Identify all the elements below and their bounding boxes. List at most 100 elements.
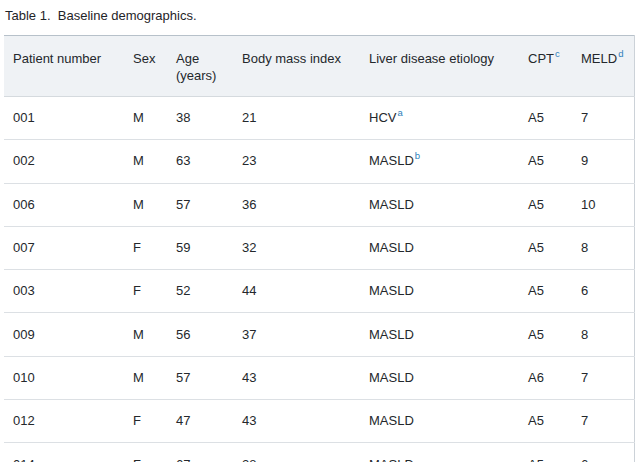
- column-header-label: Body mass index: [242, 51, 341, 66]
- cell-patient-number: 010: [4, 356, 124, 399]
- cell-value: M: [133, 370, 144, 385]
- cell-meld: 8: [572, 226, 634, 269]
- cell-age: 56: [167, 313, 233, 356]
- cell-value: 003: [13, 283, 35, 298]
- column-header-bmi: Body mass index: [233, 36, 360, 97]
- cell-sex: M: [124, 140, 167, 183]
- cell-value: MASLD: [369, 457, 414, 462]
- cell-etiology: MASLD: [360, 356, 519, 399]
- column-header-age: Age(years): [167, 36, 233, 97]
- cell-bmi: 43: [233, 356, 360, 399]
- cell-value: A5: [528, 283, 544, 298]
- column-header-label: MELD: [581, 51, 617, 66]
- cell-age: 38: [167, 97, 233, 140]
- footnote-link-d[interactable]: d: [618, 48, 623, 59]
- cell-meld: 7: [572, 97, 634, 140]
- cell-patient-number: 014: [4, 443, 124, 462]
- cell-etiology: MASLD: [360, 400, 519, 443]
- cell-value: M: [133, 110, 144, 125]
- cell-value: 47: [176, 413, 190, 428]
- cell-meld: 9: [572, 140, 634, 183]
- cell-value: 012: [13, 413, 35, 428]
- cell-sex: F: [124, 270, 167, 313]
- cell-value: MASLD: [369, 197, 414, 212]
- column-header-label: Liver disease etiology: [369, 51, 494, 66]
- cell-value: 007: [13, 240, 35, 255]
- cell-patient-number: 001: [4, 97, 124, 140]
- column-header-label: Sex: [133, 51, 155, 66]
- cell-patient-number: 003: [4, 270, 124, 313]
- table-row: 014F6728MASLDA56: [4, 443, 634, 462]
- cell-cpt: A5: [519, 400, 572, 443]
- cell-value: A5: [528, 240, 544, 255]
- cell-value: 67: [176, 457, 190, 462]
- cell-value: 002: [13, 153, 35, 168]
- cell-value: F: [133, 457, 141, 462]
- cell-value: MASLD: [369, 283, 414, 298]
- cell-age: 52: [167, 270, 233, 313]
- cell-value: 014: [13, 457, 35, 462]
- cell-value: A5: [528, 197, 544, 212]
- cell-age: 47: [167, 400, 233, 443]
- cell-bmi: 23: [233, 140, 360, 183]
- cell-value: 006: [13, 197, 35, 212]
- cell-value: MASLD: [369, 327, 414, 342]
- column-header-etiology: Liver disease etiology: [360, 36, 519, 97]
- table-row: 010M5743MASLDA67: [4, 356, 634, 399]
- cell-bmi: 36: [233, 183, 360, 226]
- cell-value: 57: [176, 197, 190, 212]
- table-header-row: Patient number Sex Age(years) Body mass ind…: [4, 36, 634, 97]
- cell-value: MASLD: [369, 153, 414, 168]
- cell-value: F: [133, 240, 141, 255]
- cell-meld: 6: [572, 270, 634, 313]
- column-header-label: CPT: [528, 51, 554, 66]
- footnote-link-b[interactable]: b: [415, 150, 420, 161]
- cell-bmi: 37: [233, 313, 360, 356]
- cell-value: A5: [528, 327, 544, 342]
- cell-cpt: A5: [519, 97, 572, 140]
- cell-meld: 7: [572, 356, 634, 399]
- footnote-link-a[interactable]: a: [397, 107, 402, 118]
- cell-age: 59: [167, 226, 233, 269]
- cell-value: 7: [581, 413, 588, 428]
- cell-cpt: A5: [519, 270, 572, 313]
- cell-patient-number: 002: [4, 140, 124, 183]
- cell-sex: M: [124, 97, 167, 140]
- table-caption: Table 1. Baseline demographics.: [5, 7, 197, 25]
- cell-value: 28: [242, 457, 256, 462]
- cell-value: 32: [242, 240, 256, 255]
- column-header-sex: Sex: [124, 36, 167, 97]
- cell-etiology: MASLD: [360, 313, 519, 356]
- cell-value: A5: [528, 153, 544, 168]
- table-row: 006 M 57 36 MASLD A5 10: [4, 183, 634, 226]
- column-header-meld: MELDd: [572, 36, 634, 97]
- cell-value: 44: [242, 283, 256, 298]
- column-header-label: Patient number: [13, 51, 101, 66]
- cell-patient-number: 006: [4, 183, 124, 226]
- cell-bmi: 21: [233, 97, 360, 140]
- cell-cpt: A5: [519, 313, 572, 356]
- cell-etiology: MASLD: [360, 443, 519, 462]
- cell-value: 6: [581, 283, 588, 298]
- cell-value: 9: [581, 153, 588, 168]
- cell-etiology: MASLD: [360, 270, 519, 313]
- cell-value: MASLD: [369, 413, 414, 428]
- cell-cpt: A5: [519, 443, 572, 462]
- footnote-link-c[interactable]: c: [555, 48, 560, 59]
- demographics-table: Patient number Sex Age(years) Body mass ind…: [4, 35, 635, 462]
- cell-value: 63: [176, 153, 190, 168]
- column-header-label: Age: [176, 51, 199, 66]
- cell-bmi: 43: [233, 400, 360, 443]
- cell-sex: M: [124, 356, 167, 399]
- cell-value: 10: [581, 197, 595, 212]
- cell-value: M: [133, 327, 144, 342]
- cell-bmi: 44: [233, 270, 360, 313]
- cell-meld: 7: [572, 400, 634, 443]
- cell-etiology: MASLDb: [360, 140, 519, 183]
- column-header-patient-number: Patient number: [4, 36, 124, 97]
- cell-etiology: MASLD: [360, 226, 519, 269]
- table-row: 007 F 59 32 MASLD A5 8: [4, 226, 634, 269]
- cell-value: F: [133, 283, 141, 298]
- cell-patient-number: 009: [4, 313, 124, 356]
- cell-sex: M: [124, 183, 167, 226]
